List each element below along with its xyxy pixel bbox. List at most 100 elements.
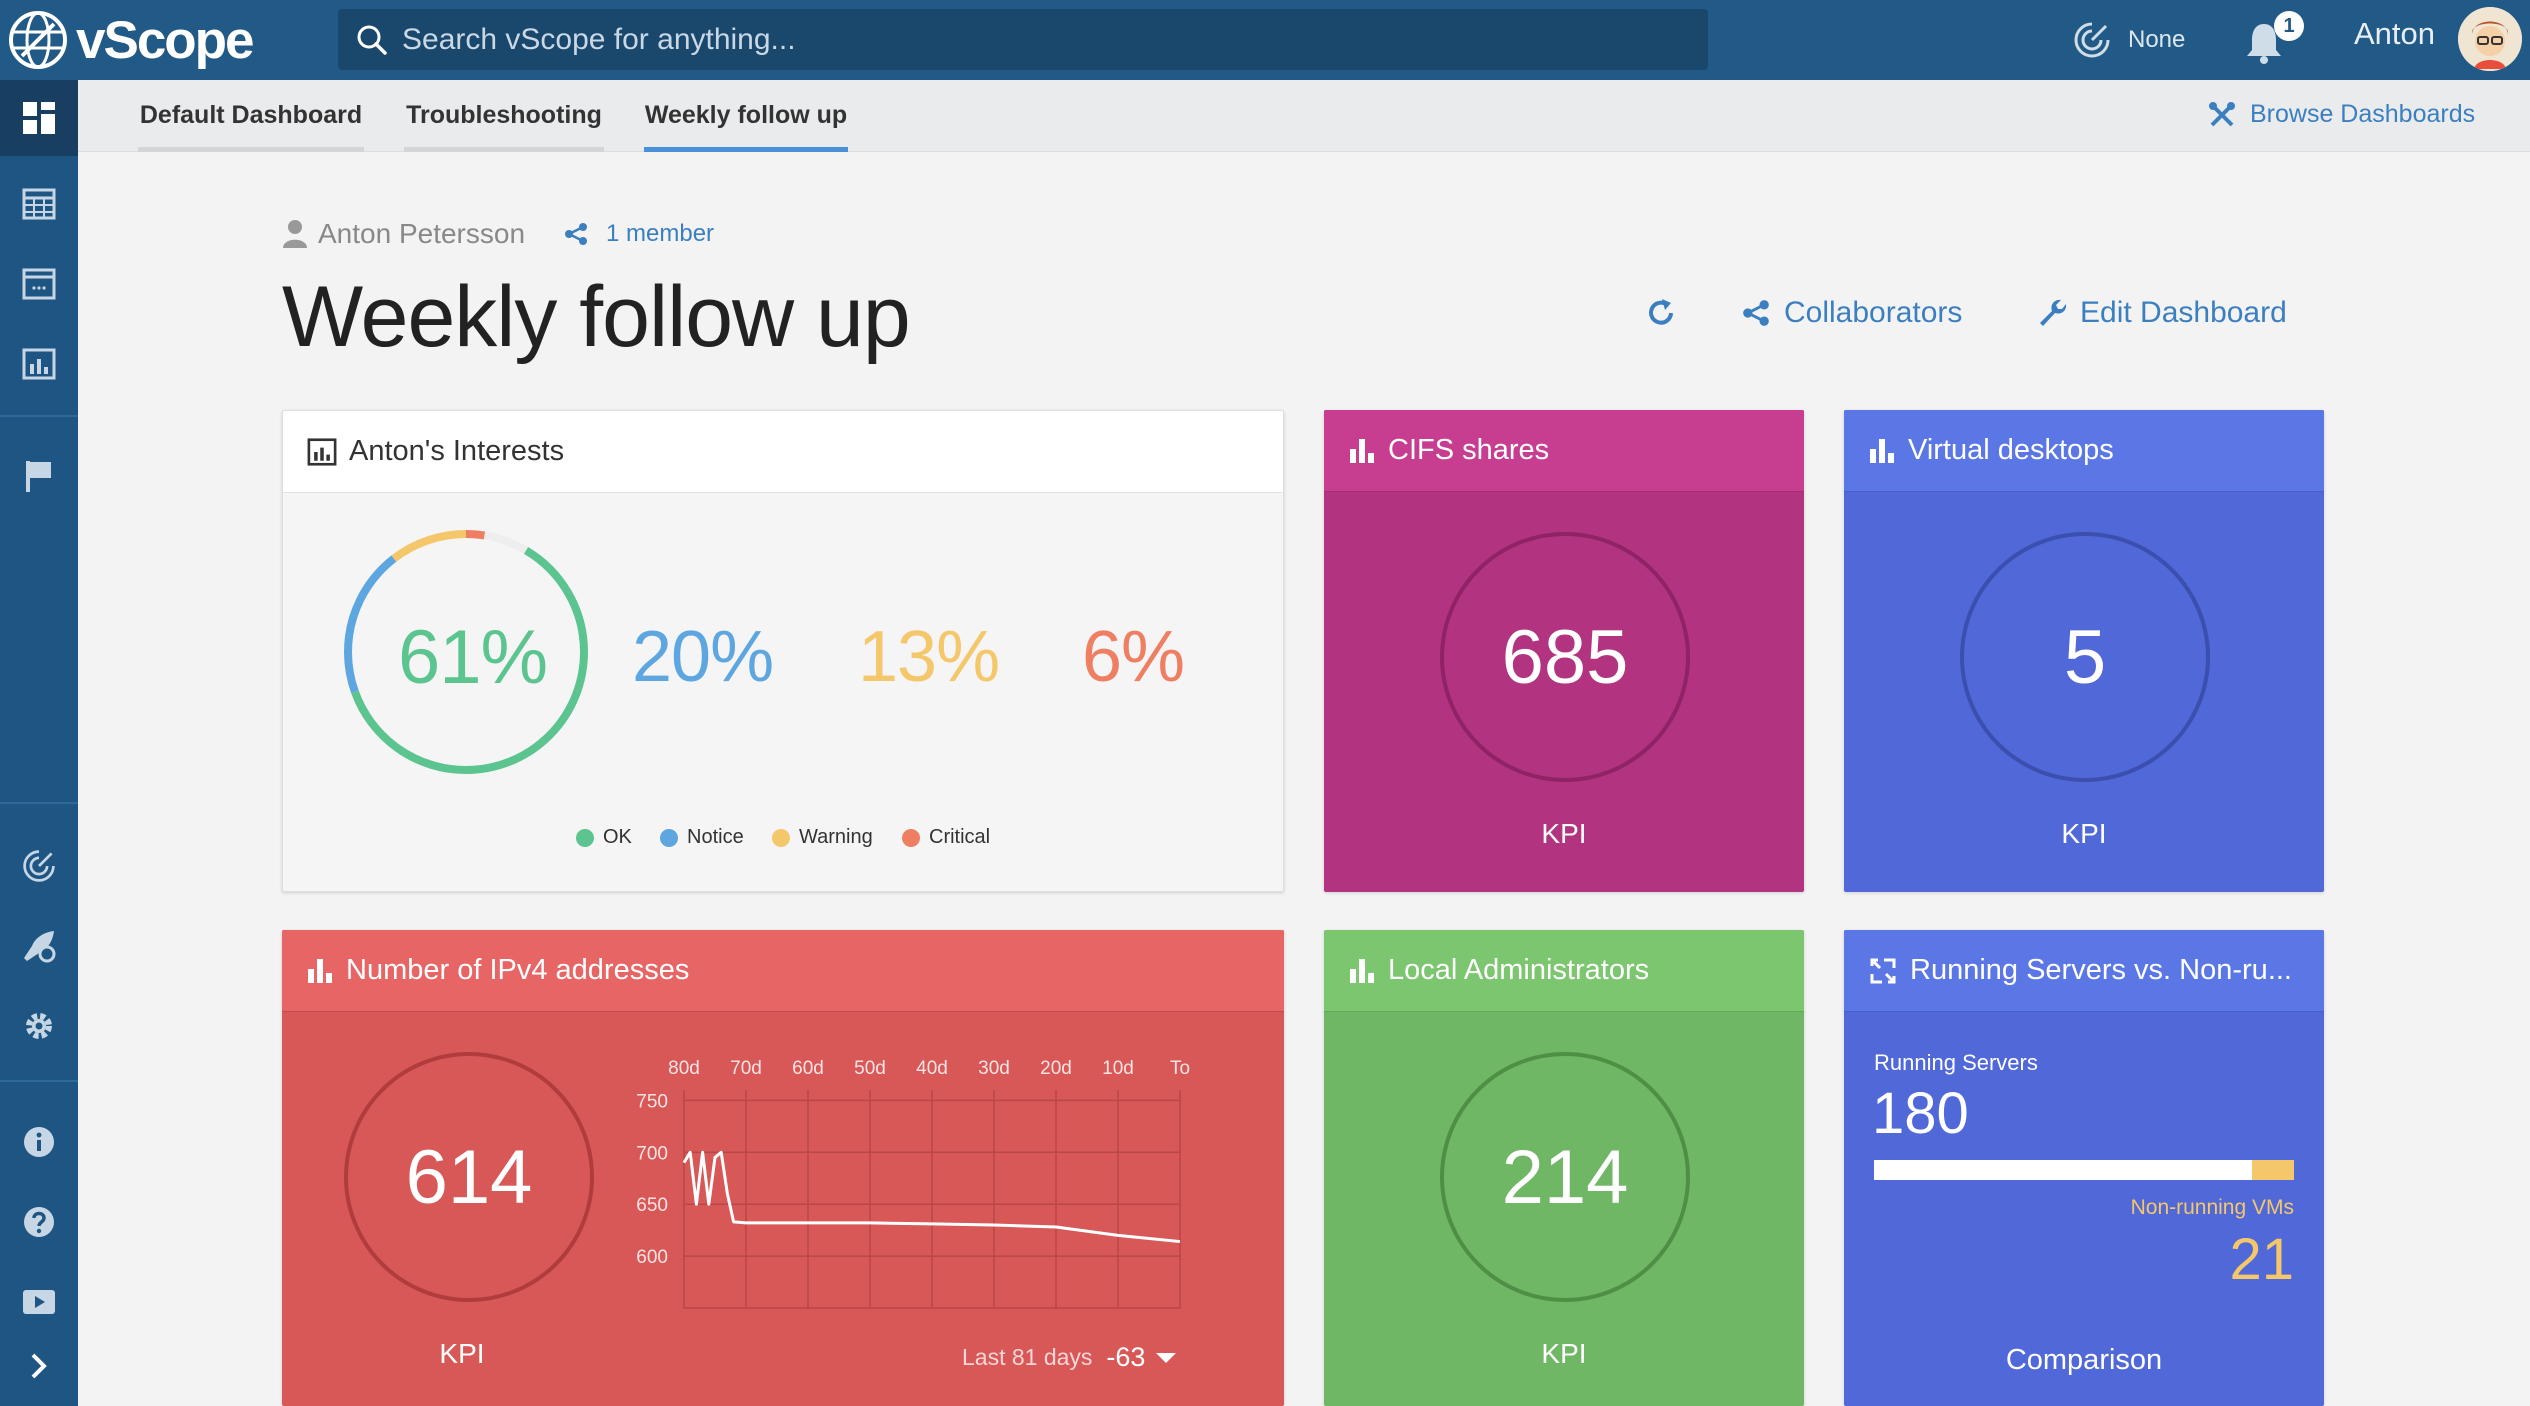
wrench-icon bbox=[2040, 299, 2067, 326]
legend-critical-label: Critical bbox=[929, 826, 991, 848]
non-running-vms-label: Non-running VMs bbox=[2130, 1196, 2294, 1219]
running-card-header: Running Servers vs. Non-ru... bbox=[1844, 930, 2324, 1012]
sidebar-item-reports[interactable] bbox=[0, 326, 78, 402]
virtual-desktops-card[interactable]: Virtual desktops 5 KPI bbox=[1844, 410, 2324, 892]
bar-chart-icon bbox=[1870, 438, 1894, 463]
comparison-footer: Comparison bbox=[2005, 1344, 2163, 1376]
members-link[interactable]: 1 member bbox=[564, 220, 714, 248]
collaborators-label: Collaborators bbox=[1784, 296, 1963, 329]
vdesk-kpi-value: 5 bbox=[1960, 532, 2210, 782]
help-icon bbox=[24, 1207, 54, 1237]
legend-warning-label: Warning bbox=[799, 826, 873, 848]
ipv4-kpi-label: KPI bbox=[439, 1338, 485, 1369]
running-servers-value: 180 bbox=[1872, 1081, 1969, 1146]
x-tick-label: 80d bbox=[668, 1058, 700, 1079]
notification-badge: 1 bbox=[2274, 11, 2304, 41]
vdesk-card-title: Virtual desktops bbox=[1908, 434, 2114, 466]
legend-warning-swatch bbox=[772, 828, 790, 847]
legend-notice-label: Notice bbox=[687, 826, 744, 848]
legend-warning: Warning bbox=[772, 826, 873, 849]
vdesk-card-header: Virtual desktops bbox=[1844, 410, 2324, 492]
sidebar-item-info[interactable] bbox=[0, 1104, 78, 1180]
collaborators-button[interactable]: Collaborators bbox=[1742, 296, 1962, 330]
sidebar-expand-button[interactable] bbox=[0, 1328, 78, 1404]
user-icon bbox=[283, 220, 307, 248]
sidebar-item-tags[interactable] bbox=[0, 828, 78, 904]
running-servers-card[interactable]: Running Servers vs. Non-ru... Running Se… bbox=[1844, 930, 2324, 1406]
donut-segment-ok bbox=[344, 530, 588, 774]
interests-card-header: Anton's Interests bbox=[283, 411, 1283, 493]
browse-dashboards-link[interactable]: Browse Dashboards bbox=[2208, 100, 2475, 129]
notifications-button[interactable]: 1 bbox=[2242, 11, 2304, 64]
user-name[interactable]: Anton bbox=[2354, 16, 2436, 51]
tab-default-dashboard[interactable]: Default Dashboard bbox=[138, 80, 364, 152]
edit-dashboard-label: Edit Dashboard bbox=[2080, 296, 2287, 329]
cifs-kpi-label: KPI bbox=[1541, 818, 1587, 849]
sidebar-item-video[interactable] bbox=[0, 1264, 78, 1340]
x-tick-label: 40d bbox=[916, 1058, 948, 1079]
rocket-gear-icon bbox=[24, 931, 56, 963]
share-icon bbox=[1743, 300, 1769, 326]
local-admins-card[interactable]: Local Administrators 214 KPI bbox=[1324, 930, 1804, 1406]
compare-arrows-icon bbox=[1870, 958, 1896, 983]
x-tick-label: 10d bbox=[1102, 1058, 1134, 1079]
owner-name: Anton Petersson bbox=[318, 218, 526, 249]
legend-critical: Critical bbox=[902, 826, 990, 849]
top-bar: vScope Search vScope for anything... Non… bbox=[0, 0, 2530, 80]
gear-icon bbox=[26, 1013, 52, 1039]
search-input[interactable]: Search vScope for anything... bbox=[402, 22, 796, 56]
comparison-bar bbox=[1874, 1160, 2294, 1180]
sidebar-item-tables[interactable] bbox=[0, 166, 78, 242]
bar-chart-icon bbox=[1350, 958, 1374, 983]
sidebar-item-settings[interactable] bbox=[0, 988, 78, 1064]
local-admins-kpi-label: KPI bbox=[1541, 1338, 1587, 1369]
app-name: vScope bbox=[76, 10, 255, 70]
refresh-button[interactable] bbox=[1644, 296, 1678, 330]
avatar[interactable] bbox=[2458, 7, 2522, 71]
caret-down-icon bbox=[1156, 1352, 1177, 1363]
tab-troubleshooting[interactable]: Troubleshooting bbox=[404, 80, 604, 152]
comparison-bar-running-fill bbox=[1874, 1160, 2252, 1180]
sidebar-item-discovery[interactable] bbox=[0, 908, 78, 984]
search-box[interactable]: Search vScope for anything... bbox=[338, 9, 1708, 70]
y-tick-label: 750 bbox=[636, 1091, 668, 1112]
sidebar-item-dashboards[interactable] bbox=[0, 80, 78, 156]
cifs-card-header: CIFS shares bbox=[1324, 410, 1804, 492]
x-tick-label: To bbox=[1170, 1058, 1190, 1079]
legend-ok: OK bbox=[576, 826, 632, 849]
ipv4-card[interactable]: Number of IPv4 addresses 614 KPI Last 81… bbox=[282, 930, 1284, 1406]
interests-card[interactable]: Anton's Interests bbox=[282, 410, 1284, 892]
x-tick-label: 20d bbox=[1040, 1058, 1072, 1079]
edit-dashboard-button[interactable]: Edit Dashboard bbox=[2036, 296, 2287, 330]
cifs-shares-card[interactable]: CIFS shares 685 KPI bbox=[1324, 410, 1804, 892]
tag-filter-label: None bbox=[2128, 26, 2186, 53]
legend-ok-swatch bbox=[576, 828, 594, 847]
globe-icon bbox=[9, 11, 67, 69]
x-tick-label: 30d bbox=[978, 1058, 1010, 1079]
ipv4-line-chart: 80d 70d 60d 50d 40d 30d 20d 10d To 750 700 650 600 bbox=[636, 1058, 1190, 1309]
ipv4-card-header: Number of IPv4 addresses bbox=[282, 930, 1284, 1012]
ipv4-kpi-value: 614 bbox=[344, 1052, 594, 1302]
radar-icon bbox=[23, 850, 55, 882]
app-logo[interactable]: vScope bbox=[8, 8, 258, 72]
interests-card-title: Anton's Interests bbox=[349, 435, 565, 467]
ipv4-period-selector[interactable]: Last 81 days -63 bbox=[962, 1342, 1177, 1373]
x-tick-label: 60d bbox=[792, 1058, 824, 1079]
sidebar-divider bbox=[0, 415, 78, 417]
tab-weekly-follow-up[interactable]: Weekly follow up bbox=[644, 80, 848, 152]
status-donut bbox=[344, 530, 588, 774]
sidebar-item-flags[interactable] bbox=[0, 438, 78, 514]
notice-percentage: 20% bbox=[632, 617, 774, 697]
vdesk-kpi-label: KPI bbox=[2061, 818, 2107, 849]
non-running-vms-value: 21 bbox=[2229, 1227, 2294, 1292]
sidebar-item-help[interactable] bbox=[0, 1184, 78, 1260]
legend-critical-swatch bbox=[902, 828, 920, 847]
local-admins-kpi-value: 214 bbox=[1440, 1052, 1690, 1302]
chevron-right-icon bbox=[31, 1353, 47, 1379]
tag-radar-icon bbox=[2074, 22, 2110, 58]
members-label: 1 member bbox=[606, 220, 715, 247]
donut-segment-notice bbox=[344, 530, 588, 774]
tag-filter[interactable]: None bbox=[2072, 18, 2185, 62]
sidebar-item-windows[interactable] bbox=[0, 246, 78, 322]
report-chart-icon bbox=[22, 348, 56, 380]
